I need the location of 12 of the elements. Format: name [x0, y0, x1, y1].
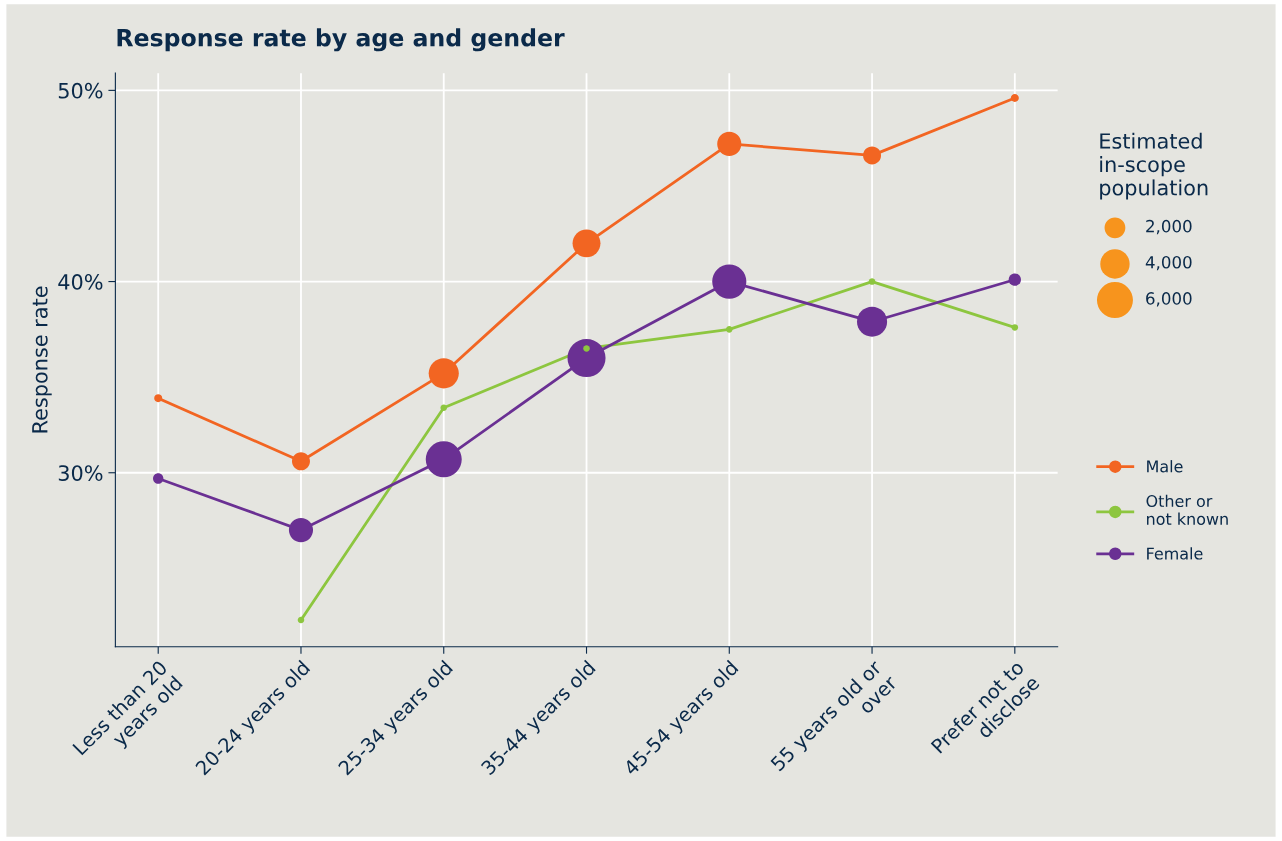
- legend-label: Male: [1147, 460, 1183, 473]
- legend-label: 2,000: [1146, 219, 1192, 235]
- legend-label: 4,000: [1145, 255, 1192, 271]
- y-tick-label: 30%: [58, 465, 103, 481]
- y-tick-label: 40%: [58, 274, 103, 290]
- y-axis-title: Response rate: [32, 286, 52, 433]
- legend-label: Female: [1147, 547, 1203, 560]
- y-tick-label: 50%: [58, 82, 103, 99]
- chart-title: Response rate by age and gender: [117, 28, 565, 52]
- legend-title: Estimated in-scope population: [1100, 132, 1208, 200]
- legend-label: 6,000: [1146, 292, 1192, 307]
- legend-label: Other or not known: [1146, 494, 1228, 525]
